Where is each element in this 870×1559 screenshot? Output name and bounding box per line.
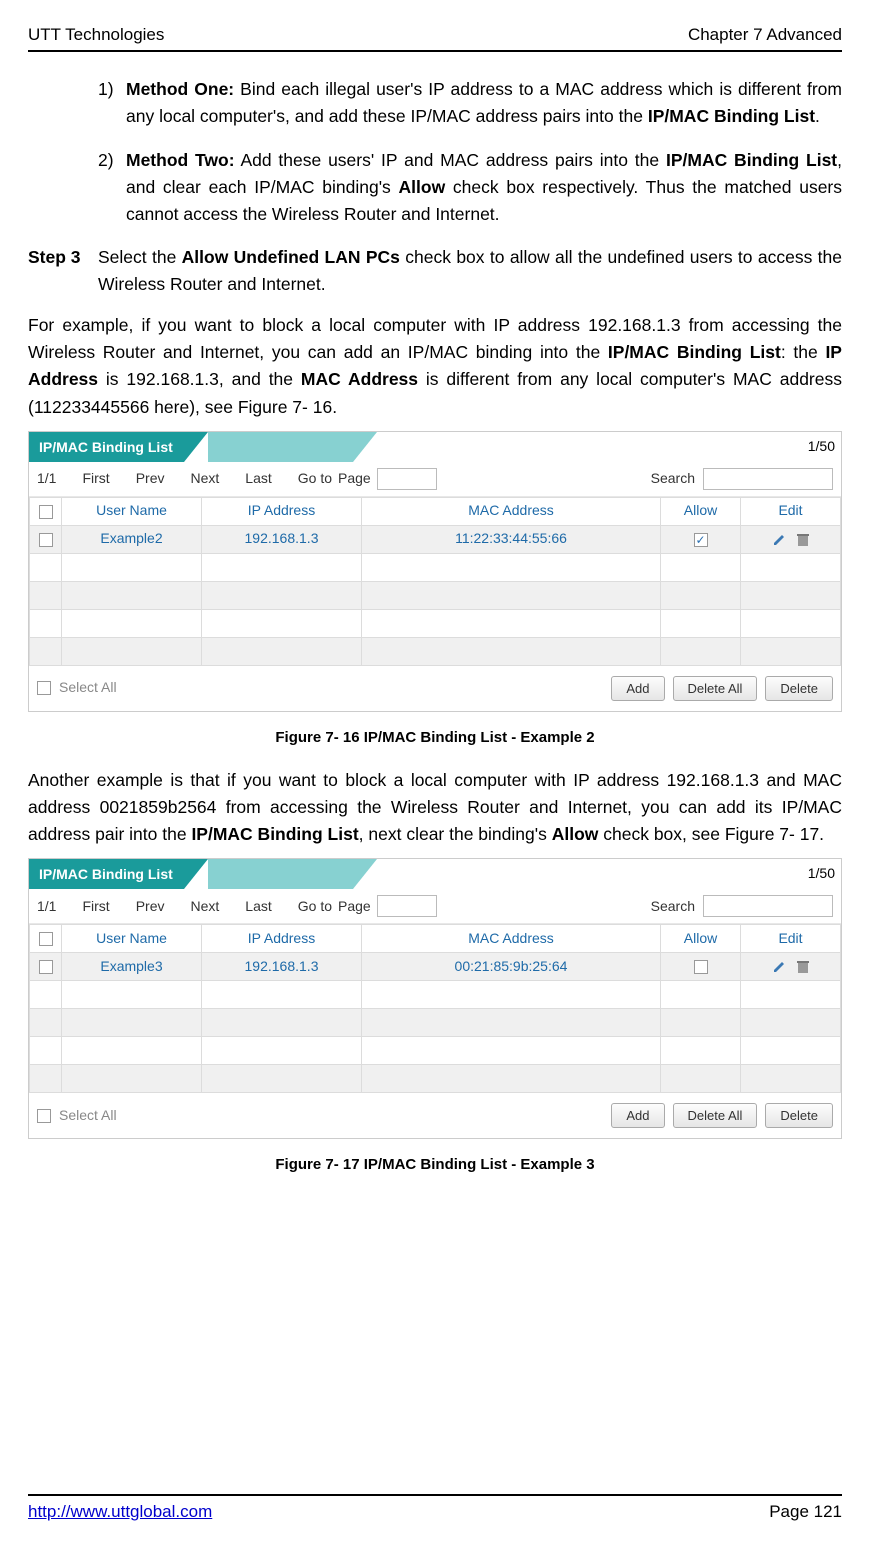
step-3: Step 3 Select the Allow Undefined LAN PC…	[28, 244, 842, 298]
method-one-bold2: IP/MAC Binding List	[648, 106, 815, 126]
footer-page: Page 121	[769, 1499, 842, 1525]
method-two-label: Method Two:	[126, 150, 235, 170]
header-checkbox[interactable]	[39, 505, 53, 519]
page-header: UTT Technologies Chapter 7 Advanced	[28, 22, 842, 52]
select-all-checkbox[interactable]	[37, 681, 51, 695]
edit-icon[interactable]	[772, 533, 786, 547]
cell-user: Example3	[62, 953, 202, 981]
figure-16-caption: Figure 7- 16 IP/MAC Binding List - Examp…	[28, 726, 842, 749]
table-row	[30, 609, 841, 637]
row-checkbox[interactable]	[39, 960, 53, 974]
tab-bg	[208, 432, 353, 462]
page-footer: http://www.uttglobal.com Page 121	[28, 1494, 842, 1525]
allow-checkbox[interactable]	[694, 960, 708, 974]
pager-next[interactable]: Next	[190, 896, 219, 918]
pager-pos: 1/1	[37, 468, 56, 490]
delete-icon[interactable]	[797, 960, 809, 974]
pager-next[interactable]: Next	[190, 468, 219, 490]
list-number: 2)	[98, 147, 126, 228]
example-1-text: For example, if you want to block a loca…	[28, 312, 842, 421]
example-2-text: Another example is that if you want to b…	[28, 767, 842, 848]
pager: 1/1 First Prev Next Last Go to Page Sear…	[29, 889, 841, 924]
goto-page-input[interactable]	[377, 468, 437, 490]
col-edit: Edit	[741, 497, 841, 525]
select-all-label: Select All	[59, 677, 117, 699]
header-left: UTT Technologies	[28, 22, 164, 48]
select-all-checkbox[interactable]	[37, 1109, 51, 1123]
page-label: Page	[338, 468, 371, 490]
method-one-tail: .	[815, 106, 820, 126]
figure-17-caption: Figure 7- 17 IP/MAC Binding List - Examp…	[28, 1153, 842, 1176]
pager-first[interactable]: First	[82, 468, 109, 490]
delete-icon[interactable]	[797, 533, 809, 547]
pager: 1/1 First Prev Next Last Go to Page Sear…	[29, 462, 841, 497]
row-count: 1/50	[808, 436, 835, 458]
header-right: Chapter 7 Advanced	[688, 22, 842, 48]
col-mac: MAC Address	[362, 925, 661, 953]
tab-bg	[208, 859, 353, 889]
table-row	[30, 981, 841, 1009]
cell-ip: 192.168.1.3	[202, 525, 362, 553]
method-two: 2) Method Two: Add these users' IP and M…	[98, 147, 842, 228]
method-one: 1) Method One: Bind each illegal user's …	[98, 76, 842, 130]
col-user: User Name	[62, 925, 202, 953]
col-ip: IP Address	[202, 925, 362, 953]
pager-prev[interactable]: Prev	[136, 896, 165, 918]
page-label: Page	[338, 896, 371, 918]
pager-prev[interactable]: Prev	[136, 468, 165, 490]
binding-table: User Name IP Address MAC Address Allow E…	[29, 497, 841, 666]
col-ip: IP Address	[202, 497, 362, 525]
footer-url[interactable]: http://www.uttglobal.com	[28, 1499, 212, 1525]
goto-label: Go to	[298, 896, 332, 918]
cell-mac: 11:22:33:44:55:66	[362, 525, 661, 553]
col-mac: MAC Address	[362, 497, 661, 525]
select-all-label: Select All	[59, 1105, 117, 1127]
table-row	[30, 1065, 841, 1093]
panel-tab: IP/MAC Binding List	[29, 859, 184, 889]
pager-last[interactable]: Last	[245, 468, 271, 490]
binding-table: User Name IP Address MAC Address Allow E…	[29, 924, 841, 1093]
figure-7-16: IP/MAC Binding List 1/50 1/1 First Prev …	[28, 431, 842, 712]
table-row	[30, 637, 841, 665]
row-count: 1/50	[808, 863, 835, 885]
search-input[interactable]	[703, 468, 833, 490]
table-row	[30, 581, 841, 609]
add-button[interactable]: Add	[611, 676, 664, 701]
figure-7-17: IP/MAC Binding List 1/50 1/1 First Prev …	[28, 858, 842, 1139]
search-label: Search	[651, 468, 695, 490]
goto-page-input[interactable]	[377, 895, 437, 917]
panel-tab: IP/MAC Binding List	[29, 432, 184, 462]
cell-mac: 00:21:85:9b:25:64	[362, 953, 661, 981]
pager-last[interactable]: Last	[245, 896, 271, 918]
col-user: User Name	[62, 497, 202, 525]
list-number: 1)	[98, 76, 126, 130]
table-row: Example2 192.168.1.3 11:22:33:44:55:66	[30, 525, 841, 553]
allow-checkbox[interactable]	[694, 533, 708, 547]
pager-pos: 1/1	[37, 896, 56, 918]
search-input[interactable]	[703, 895, 833, 917]
edit-icon[interactable]	[772, 960, 786, 974]
cell-user: Example2	[62, 525, 202, 553]
row-checkbox[interactable]	[39, 533, 53, 547]
header-checkbox[interactable]	[39, 932, 53, 946]
delete-button[interactable]: Delete	[765, 676, 833, 701]
pager-first[interactable]: First	[82, 896, 109, 918]
table-row	[30, 1037, 841, 1065]
col-allow: Allow	[661, 925, 741, 953]
delete-button[interactable]: Delete	[765, 1103, 833, 1128]
table-row: Example3 192.168.1.3 00:21:85:9b:25:64	[30, 953, 841, 981]
table-row	[30, 553, 841, 581]
search-label: Search	[651, 896, 695, 918]
add-button[interactable]: Add	[611, 1103, 664, 1128]
col-edit: Edit	[741, 925, 841, 953]
cell-ip: 192.168.1.3	[202, 953, 362, 981]
step-label: Step 3	[28, 244, 98, 298]
delete-all-button[interactable]: Delete All	[673, 1103, 758, 1128]
method-one-label: Method One:	[126, 79, 234, 99]
col-allow: Allow	[661, 497, 741, 525]
table-row	[30, 1009, 841, 1037]
delete-all-button[interactable]: Delete All	[673, 676, 758, 701]
goto-label: Go to	[298, 468, 332, 490]
